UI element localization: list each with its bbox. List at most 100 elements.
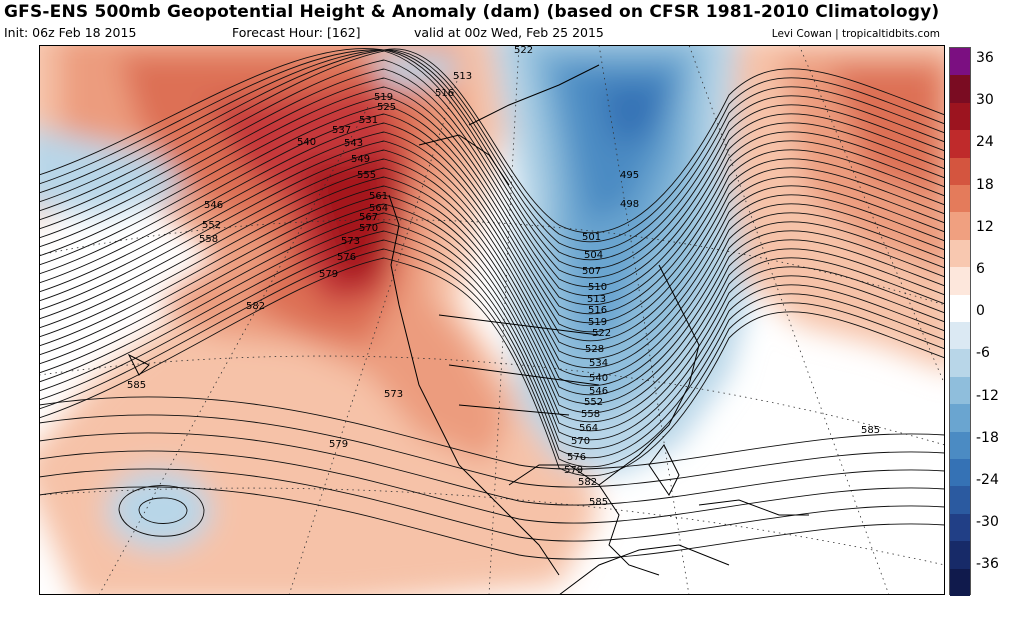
contour-label: 525 bbox=[377, 102, 396, 113]
contour-label: 546 bbox=[204, 200, 223, 211]
contour-label: 585 bbox=[127, 380, 146, 391]
height-contour bbox=[39, 203, 945, 423]
height-contour bbox=[39, 86, 945, 306]
colorbar-segment bbox=[950, 185, 970, 213]
contour-label: 540 bbox=[297, 137, 316, 148]
map-frame bbox=[39, 45, 945, 595]
colorbar-segment bbox=[950, 75, 970, 104]
colorbar-tick-label: -36 bbox=[976, 556, 999, 573]
height-contour bbox=[39, 185, 945, 405]
height-contour bbox=[39, 140, 945, 360]
height-contour bbox=[39, 396, 945, 470]
colorbar-segment bbox=[950, 239, 970, 268]
height-contour bbox=[39, 432, 945, 506]
contour-label: 552 bbox=[584, 397, 603, 408]
colorbar-tick-label: -18 bbox=[976, 429, 999, 446]
colorbar-tick-label: -6 bbox=[976, 345, 990, 362]
contour-label: 585 bbox=[861, 425, 880, 436]
contour-label: 585 bbox=[589, 497, 608, 508]
contour-label: 522 bbox=[592, 328, 611, 339]
height-contour bbox=[39, 239, 945, 459]
height-contour bbox=[39, 48, 945, 234]
contour-label: 531 bbox=[359, 115, 378, 126]
height-contour bbox=[39, 176, 945, 396]
contour-label: 495 bbox=[620, 170, 639, 181]
contour-label: 564 bbox=[369, 203, 388, 214]
contour-label: 555 bbox=[357, 170, 376, 181]
contour-label: 513 bbox=[453, 71, 472, 82]
colorbar-segment bbox=[950, 48, 970, 76]
colorbar-tick-label: 6 bbox=[976, 261, 985, 277]
forecast-hour: Forecast Hour: [162] bbox=[232, 25, 361, 40]
height-contours bbox=[39, 48, 945, 560]
height-contour bbox=[39, 248, 945, 468]
height-contour bbox=[39, 49, 945, 243]
colorbar-tick-label: 18 bbox=[976, 176, 994, 193]
colorbar-tick-label: 24 bbox=[976, 134, 994, 151]
contour-label: 540 bbox=[589, 373, 608, 384]
height-contour bbox=[39, 167, 945, 387]
colorbar-tick-label: 30 bbox=[976, 92, 994, 109]
colorbar-segment bbox=[950, 376, 970, 405]
contour-label: 543 bbox=[344, 138, 363, 149]
height-contour bbox=[39, 59, 945, 279]
height-contour bbox=[39, 450, 945, 524]
map-panel: 522 513 519 516 525 531 537 540 543 549 555 546 552 5… bbox=[39, 45, 945, 595]
colorbar-segment bbox=[950, 294, 970, 323]
contour-label: 507 bbox=[582, 266, 601, 277]
colorbar-segment bbox=[950, 349, 970, 378]
colorbar-segment bbox=[950, 513, 970, 542]
contour-label: 516 bbox=[435, 88, 454, 99]
map-title: GFS-ENS 500mb Geopotential Height & Anom… bbox=[4, 2, 940, 22]
contour-label: 537 bbox=[332, 125, 351, 136]
coastlines bbox=[127, 64, 809, 595]
contour-label: 576 bbox=[337, 252, 356, 263]
contour-label: 567 bbox=[359, 212, 378, 223]
colorbar-segment bbox=[950, 568, 970, 597]
colorbar-segment bbox=[950, 486, 970, 515]
colorbar bbox=[949, 47, 971, 597]
height-contour bbox=[39, 149, 945, 369]
height-contour bbox=[39, 49, 945, 252]
colorbar-segment bbox=[950, 157, 970, 186]
height-contour bbox=[39, 95, 945, 315]
height-contour bbox=[138, 497, 188, 524]
contour-label: 546 bbox=[589, 386, 608, 397]
contour-label: 558 bbox=[199, 234, 218, 245]
contour-label: 519 bbox=[374, 92, 393, 103]
contour-label: 582 bbox=[578, 477, 597, 488]
colorbar-tick-label: -30 bbox=[976, 514, 999, 531]
contour-label: 534 bbox=[589, 358, 608, 369]
height-contour bbox=[39, 221, 945, 441]
colorbar-tick-label: -24 bbox=[976, 472, 999, 488]
contour-label: 552 bbox=[202, 220, 221, 231]
height-contour bbox=[39, 486, 945, 560]
contour-label: 501 bbox=[582, 232, 601, 243]
height-contour bbox=[39, 257, 945, 477]
contour-label: 513 bbox=[587, 294, 606, 305]
height-contour bbox=[39, 77, 945, 297]
height-contour bbox=[118, 485, 205, 537]
contour-label: 561 bbox=[369, 191, 388, 202]
contour-label: 573 bbox=[341, 236, 360, 247]
contour-label: 573 bbox=[384, 389, 403, 400]
colorbar-tick-label: 36 bbox=[976, 50, 994, 66]
contour-label: 570 bbox=[571, 436, 590, 447]
colorbar-tick-label: 12 bbox=[976, 218, 994, 235]
valid-time: valid at 00z Wed, Feb 25 2015 bbox=[414, 25, 604, 40]
height-contour bbox=[39, 113, 945, 333]
colorbar-segment bbox=[950, 102, 970, 131]
contour-label: 579 bbox=[319, 269, 338, 280]
height-contour bbox=[39, 131, 945, 351]
height-contour bbox=[39, 49, 945, 261]
contour-label: 528 bbox=[585, 344, 604, 355]
contour-label: 582 bbox=[246, 301, 265, 312]
contour-label: 498 bbox=[620, 199, 639, 210]
contour-label: 519 bbox=[588, 317, 607, 328]
contour-label: 579 bbox=[564, 465, 583, 476]
height-contour bbox=[39, 414, 945, 488]
height-contour bbox=[39, 230, 945, 450]
init-time: Init: 06z Feb 18 2015 bbox=[4, 25, 137, 40]
